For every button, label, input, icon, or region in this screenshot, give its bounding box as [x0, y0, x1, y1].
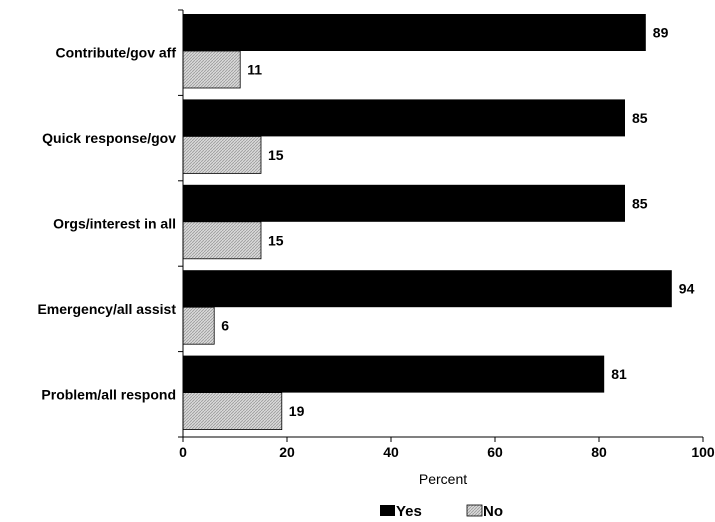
category-label-orgs-interest-in-all: Orgs/interest in all [53, 216, 176, 232]
bar-no-orgs-interest-in-all [182, 221, 262, 260]
bar-yes-contribute-gov-aff [183, 14, 646, 51]
data-label-no-orgs-interest-in-all: 15 [268, 232, 284, 248]
x-tick-label-60: 60 [487, 444, 503, 460]
x-axis-title: Percent [419, 471, 467, 487]
category-label-quick-response-gov: Quick response/gov [42, 130, 176, 146]
data-label-no-problem-all-respond: 19 [289, 403, 305, 419]
x-tick-label-100: 100 [691, 444, 715, 460]
x-tick-label-0: 0 [179, 444, 187, 460]
bar-yes-quick-response-gov [183, 99, 625, 137]
bar-no-quick-response-gov [182, 135, 262, 174]
legend-label-no: No [483, 503, 503, 520]
x-tick-label-20: 20 [279, 444, 295, 460]
legend-swatch-no [466, 504, 483, 517]
bar-no-contribute-gov-aff [182, 50, 241, 89]
data-label-no-contribute-gov-aff: 11 [247, 62, 262, 78]
bar-no-problem-all-respond [182, 392, 283, 431]
bar-yes-emergency-all-assist [183, 270, 672, 308]
data-label-no-quick-response-gov: 15 [268, 147, 284, 163]
data-label-yes-orgs-interest-in-all: 85 [632, 195, 648, 211]
category-label-contribute-gov-aff: Contribute/gov aff [55, 45, 176, 61]
legend: Yes No [380, 503, 503, 520]
x-tick-label-40: 40 [383, 444, 399, 460]
bar-yes-orgs-interest-in-all [183, 184, 625, 222]
x-tick-label-80: 80 [591, 444, 607, 460]
data-label-yes-problem-all-respond: 81 [611, 366, 627, 382]
data-label-yes-quick-response-gov: 85 [632, 110, 648, 126]
plot-area: Contribute/gov aff 89 11 Quick response/gov… [37, 14, 695, 431]
data-label-no-emergency-all-assist: 6 [221, 318, 229, 334]
axes: 0 20 40 60 80 100 [178, 9, 715, 460]
bar-yes-problem-all-respond [183, 355, 605, 393]
legend-label-yes: Yes [396, 503, 422, 520]
data-label-yes-contribute-gov-aff: 89 [653, 25, 669, 41]
category-label-emergency-all-assist: Emergency/all assist [37, 301, 176, 317]
bar-no-emergency-all-assist [182, 306, 215, 345]
category-label-problem-all-respond: Problem/all respond [41, 386, 176, 402]
legend-swatch-yes [380, 505, 395, 516]
data-label-yes-emergency-all-assist: 94 [679, 281, 695, 297]
